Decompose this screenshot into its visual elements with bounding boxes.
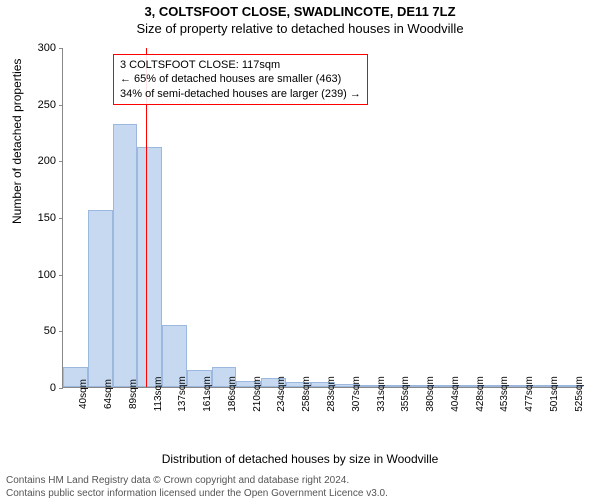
y-tick-label: 0 — [26, 382, 56, 394]
x-tick-label: 428sqm — [475, 376, 486, 412]
x-axis-label: Distribution of detached houses by size … — [0, 452, 600, 466]
y-tick-mark — [59, 218, 63, 219]
annotation-line3: 34% of semi-detached houses are larger (… — [120, 87, 361, 101]
plot-area: 3 COLTSFOOT CLOSE: 117sqm ← 65% of detac… — [62, 48, 582, 388]
y-axis-label: Number of detached properties — [10, 59, 24, 224]
x-tick-label: 477sqm — [524, 376, 535, 412]
y-tick-mark — [59, 331, 63, 332]
x-tick-label: 307sqm — [351, 376, 362, 412]
y-tick-label: 150 — [26, 212, 56, 224]
y-tick-mark — [59, 161, 63, 162]
x-tick-label: 283sqm — [326, 376, 337, 412]
x-tick-label: 501sqm — [549, 376, 560, 412]
y-tick-mark — [59, 48, 63, 49]
chart-title-address: 3, COLTSFOOT CLOSE, SWADLINCOTE, DE11 7L… — [0, 4, 600, 19]
y-tick-mark — [59, 105, 63, 106]
y-tick-label: 100 — [26, 269, 56, 281]
histogram-bar — [137, 147, 162, 387]
y-tick-label: 50 — [26, 325, 56, 337]
x-tick-label: 453sqm — [499, 376, 510, 412]
footer-attribution: Contains HM Land Registry data © Crown c… — [6, 475, 388, 500]
histogram-bar — [88, 210, 113, 387]
x-tick-label: 525sqm — [574, 376, 585, 412]
x-tick-label: 355sqm — [400, 376, 411, 412]
y-tick-label: 200 — [26, 155, 56, 167]
x-tick-label: 404sqm — [450, 376, 461, 412]
annotation-line1: 3 COLTSFOOT CLOSE: 117sqm — [120, 58, 361, 72]
y-tick-label: 300 — [26, 42, 56, 54]
footer-line1: Contains HM Land Registry data © Crown c… — [6, 475, 388, 488]
chart-container: 3 COLTSFOOT CLOSE: 117sqm ← 65% of detac… — [62, 48, 582, 418]
y-tick-mark — [59, 275, 63, 276]
annotation-box: 3 COLTSFOOT CLOSE: 117sqm ← 65% of detac… — [113, 54, 368, 105]
chart-subtitle: Size of property relative to detached ho… — [0, 21, 600, 36]
annotation-line2: ← 65% of detached houses are smaller (46… — [120, 72, 361, 86]
x-tick-label: 380sqm — [425, 376, 436, 412]
y-tick-label: 250 — [26, 99, 56, 111]
footer-line2: Contains public sector information licen… — [6, 488, 388, 501]
x-tick-label: 331sqm — [376, 376, 387, 412]
histogram-bar — [113, 124, 138, 387]
y-tick-mark — [59, 388, 63, 389]
